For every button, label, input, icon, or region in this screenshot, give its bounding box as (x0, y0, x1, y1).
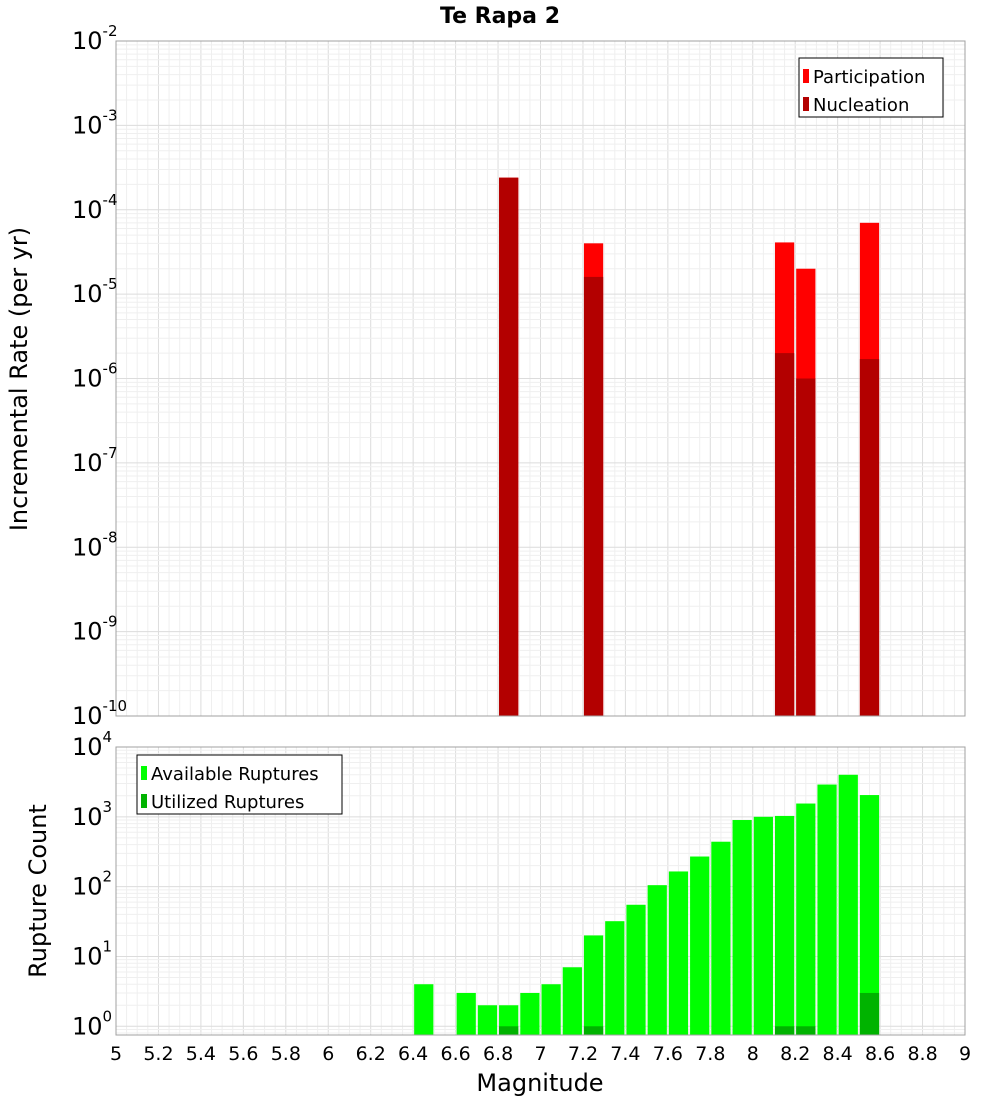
count-bar-primary (583, 935, 604, 1035)
x-tick-label: 8.6 (865, 1043, 895, 1065)
x-tick-label: 8.4 (823, 1043, 853, 1065)
count-bar-primary (647, 885, 667, 1035)
count-bar-primary (817, 784, 837, 1035)
x-tick-label: 8.2 (780, 1043, 810, 1065)
x-tick-label: 7.4 (610, 1043, 640, 1065)
rupture-count-y-axis-label: Rupture Count (24, 804, 52, 978)
x-tick-label: 8.8 (907, 1043, 937, 1065)
rate-y-tick-label: 10-3 (72, 106, 118, 139)
count-bar-primary (414, 984, 434, 1035)
count-bar-primary (477, 1005, 498, 1035)
count-bar-secondary (774, 1026, 795, 1035)
x-tick-label: 6.6 (440, 1043, 470, 1065)
rate-bar-secondary (859, 359, 880, 716)
rate-y-tick-label: 10-5 (72, 275, 118, 308)
count-y-tick-label: 103 (72, 798, 112, 831)
rate-y-tick-label: 10-7 (72, 444, 118, 477)
count-bar-primary (774, 815, 795, 1035)
x-tick-label: 7 (534, 1043, 546, 1065)
rupture-count-plot-panel: 100 101 102 103 104 Available Ruptures Utilize… (72, 728, 971, 1065)
x-tick-label: 5.4 (186, 1043, 216, 1065)
count-bar-primary (838, 774, 858, 1035)
x-tick-label: 7.8 (695, 1043, 725, 1065)
count-bar-primary (541, 984, 561, 1035)
magnitude-x-axis-label: Magnitude (476, 1069, 603, 1097)
count-bar-secondary (859, 992, 880, 1035)
x-tick-label: 5.2 (143, 1043, 173, 1065)
count-y-tick-label: 102 (72, 868, 112, 901)
count-bar-secondary (583, 1026, 604, 1035)
count-legend-label: Available Ruptures (151, 764, 319, 785)
rate-legend-swatch (803, 69, 809, 83)
count-bar-primary (456, 992, 476, 1035)
count-bars (414, 774, 880, 1035)
count-bar-primary (668, 871, 689, 1035)
count-bar-primary (753, 816, 773, 1035)
x-tick-label: 8 (747, 1043, 759, 1065)
count-bar-primary (796, 803, 816, 1035)
rate-plot-frame (115, 40, 966, 717)
rate-legend-label: Participation (813, 67, 925, 88)
rate-bar-secondary (796, 378, 816, 716)
rate-y-tick-label: 10-4 (72, 191, 118, 224)
x-tick-label: 6.4 (398, 1043, 428, 1065)
rate-y-tick-label: 10-2 (72, 22, 118, 55)
rate-bar-secondary (583, 276, 604, 716)
rate-plot-panel: 10-10 10-9 10-8 10-7 10-6 10-5 10-4 10-3 10-2 Par… (72, 22, 966, 730)
x-tick-label: 7.6 (653, 1043, 683, 1065)
count-legend-swatch (141, 766, 147, 780)
rate-grid (115, 40, 966, 717)
count-bar-primary (732, 820, 752, 1035)
count-legend-box (136, 754, 343, 815)
count-y-tick-label: 100 (72, 1007, 112, 1040)
count-bar-primary (626, 904, 646, 1035)
count-y-tick-label: 104 (72, 728, 112, 761)
rate-y-tick-label: 10-6 (72, 360, 118, 393)
rate-y-axis-label: Incremental Rate (per yr) (5, 227, 33, 531)
count-bar-primary (859, 795, 880, 1035)
chart-title: Te Rapa 2 (440, 4, 560, 29)
rate-bar-secondary (774, 353, 795, 716)
rate-legend-box (798, 57, 944, 118)
rate-y-tick-label: 10-10 (72, 697, 127, 730)
rate-bars (499, 177, 880, 717)
rate-bar-secondary (499, 177, 519, 716)
count-y-ticks: 100 101 102 103 104 (72, 728, 112, 1040)
x-tick-label: 6 (322, 1043, 334, 1065)
count-bar-primary (562, 967, 582, 1035)
x-tick-label: 9 (959, 1043, 971, 1065)
count-bar-primary (605, 921, 625, 1035)
count-plot-frame (115, 746, 966, 1036)
rate-legend-label: Nucleation (813, 95, 909, 116)
rate-y-tick-label: 10-8 (72, 528, 118, 561)
count-legend: Available Ruptures Utilized Ruptures (136, 754, 343, 815)
x-tick-label: 6.2 (356, 1043, 386, 1065)
rate-legend: Participation Nucleation (798, 57, 944, 118)
count-bar-secondary (796, 1026, 816, 1035)
count-bar-secondary (499, 1026, 519, 1035)
x-tick-label: 5 (110, 1043, 122, 1065)
x-tick-label: 5.6 (228, 1043, 258, 1065)
count-legend-swatch (141, 794, 147, 808)
count-bar-primary (520, 992, 540, 1035)
count-bar-primary (711, 841, 731, 1035)
magnitude-x-ticks: 5 5.2 5.4 5.6 5.8 6 6.2 6.4 6.6 6.8 7 7.2 7.4 7.6 7.8 8… (110, 1043, 971, 1065)
x-tick-label: 6.8 (483, 1043, 513, 1065)
count-bar-primary (690, 856, 710, 1035)
rate-y-tick-label: 10-9 (72, 613, 118, 646)
x-tick-label: 7.2 (568, 1043, 598, 1065)
count-y-tick-label: 101 (72, 937, 112, 970)
x-tick-label: 5.8 (271, 1043, 301, 1065)
count-legend-label: Utilized Ruptures (151, 792, 304, 813)
rate-legend-swatch (803, 97, 809, 111)
